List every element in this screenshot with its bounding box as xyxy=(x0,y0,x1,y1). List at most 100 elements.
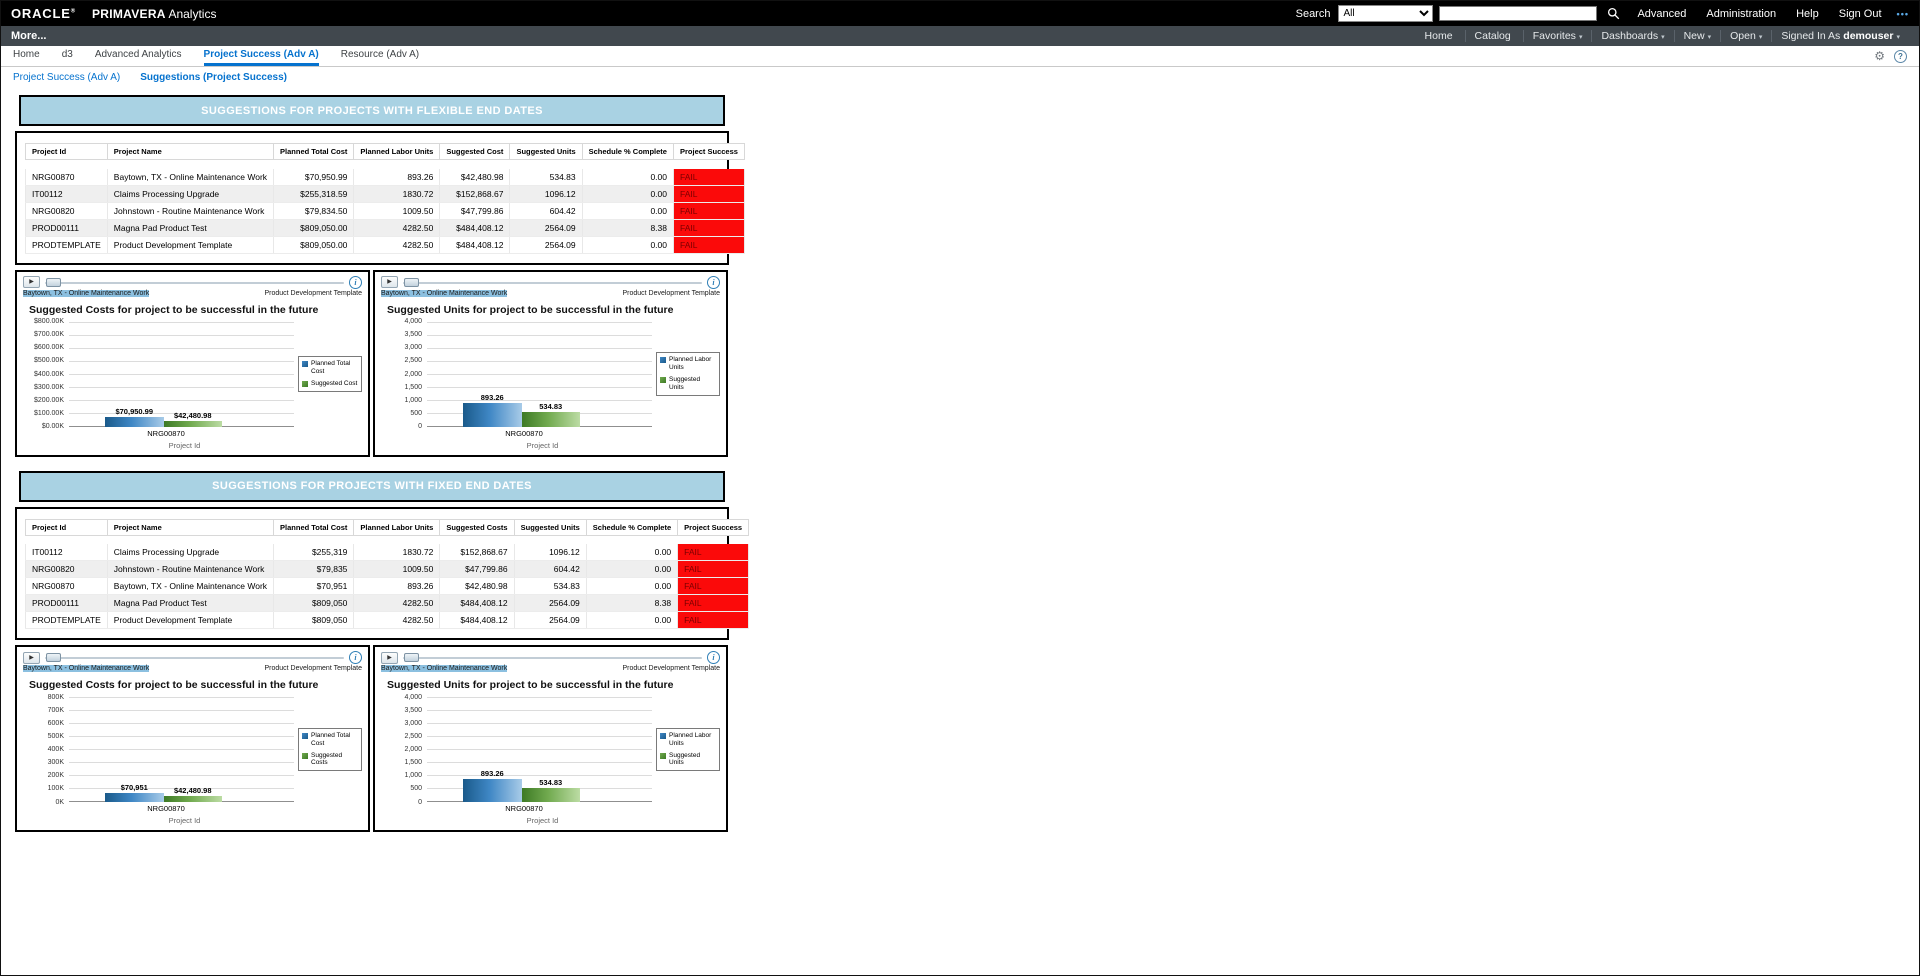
gridline xyxy=(69,412,294,414)
gridline xyxy=(427,386,652,388)
cell-project-name: Claims Processing Upgrade xyxy=(106,544,275,561)
search-icon[interactable] xyxy=(1607,7,1620,20)
page-bar: More... Home Catalog Favorites ▾ Dashboar… xyxy=(1,26,1919,46)
col-planned-labor-units[interactable]: Planned Labor Units xyxy=(353,518,441,536)
help-link[interactable]: Help xyxy=(1796,7,1819,20)
user-menu[interactable]: Signed In As demouser ▾ xyxy=(1771,30,1909,42)
play-button[interactable]: ▶ xyxy=(381,651,398,664)
cell-project-success-status: FAIL xyxy=(677,577,750,595)
nav-favorites[interactable]: Favorites ▾ xyxy=(1522,30,1592,42)
gear-icon[interactable]: ⚙ xyxy=(1874,49,1885,63)
link-project-success[interactable]: Project Success (Adv A) xyxy=(13,72,121,83)
gridline xyxy=(69,360,294,362)
advanced-link[interactable]: Advanced xyxy=(1637,7,1687,20)
nav-home[interactable]: Home xyxy=(1424,30,1453,42)
bar-suggested-costs[interactable] xyxy=(163,796,222,802)
info-icon[interactable]: i xyxy=(707,275,720,289)
cell-project-success-status: FAIL xyxy=(677,544,750,561)
gridline xyxy=(69,723,294,724)
info-icon[interactable]: i xyxy=(349,651,362,664)
col-project-id[interactable]: Project Id xyxy=(25,518,108,536)
info-icon[interactable]: i xyxy=(349,275,362,289)
time-slider[interactable] xyxy=(45,653,344,662)
cell-suggested-costs: $484,408.12 xyxy=(439,594,515,612)
time-slider[interactable] xyxy=(403,277,702,287)
legend-item: Suggested Cost xyxy=(302,380,358,388)
nav-catalog[interactable]: Catalog xyxy=(1464,30,1523,42)
col-project-success[interactable]: Project Success xyxy=(672,143,745,160)
col-project-success[interactable]: Project Success xyxy=(677,518,750,536)
col-suggested-units[interactable]: Suggested Units xyxy=(513,518,587,536)
search-scope-select[interactable]: All xyxy=(1338,5,1434,22)
gridline xyxy=(69,399,294,401)
cell-project-name: Baytown, TX - Online Maintenance Work xyxy=(106,168,275,186)
cell-suggested-units: 604.42 xyxy=(509,202,583,220)
bar-suggested-units[interactable] xyxy=(521,787,580,802)
col-schedule-pct-complete[interactable]: Schedule % Complete xyxy=(585,518,679,536)
col-planned-total-cost[interactable]: Planned Total Cost xyxy=(273,518,355,536)
global-header: ORACLE® PRIMAVERA Analytics Search All A… xyxy=(1,1,1919,26)
tab-home[interactable]: Home xyxy=(13,49,40,60)
overflow-menu-icon[interactable]: ••• xyxy=(1896,8,1909,19)
time-slider[interactable] xyxy=(403,653,702,662)
nav-new[interactable]: New ▾ xyxy=(1673,30,1721,42)
bar-planned-labor-units[interactable] xyxy=(463,403,522,427)
chart-title: Suggested Costs for project to be succes… xyxy=(29,679,319,691)
slider-end-label: Product Development Template xyxy=(622,665,720,672)
bar-suggested-units[interactable] xyxy=(521,412,580,427)
slider-handle[interactable] xyxy=(404,277,419,287)
nav-open[interactable]: Open ▾ xyxy=(1720,30,1771,42)
bar-planned-labor-units[interactable] xyxy=(463,778,522,802)
col-project-name[interactable]: Project Name xyxy=(106,143,275,160)
help-icon[interactable]: ? xyxy=(1894,49,1907,63)
cell-schedule-pct: 0.00 xyxy=(585,577,679,595)
bar-suggested-cost[interactable] xyxy=(163,420,222,427)
legend: Planned Labor Units Suggested Units xyxy=(656,727,720,772)
cell-schedule-pct: 0.00 xyxy=(581,202,674,220)
col-suggested-units[interactable]: Suggested Units xyxy=(509,143,583,160)
play-button[interactable]: ▶ xyxy=(381,276,398,288)
slider-end-label: Product Development Template xyxy=(264,665,362,672)
legend: Planned Labor Units Suggested Units xyxy=(656,352,720,396)
col-planned-total-cost[interactable]: Planned Total Cost xyxy=(273,143,355,160)
legend-label: Suggested Units xyxy=(669,751,701,767)
bar-planned-total-cost[interactable] xyxy=(105,417,164,427)
cell-project-name: Johnstown - Routine Maintenance Work xyxy=(106,202,275,220)
dashboard-content: SUGGESTIONS FOR PROJECTS WITH FLEXIBLE E… xyxy=(1,87,750,832)
time-slider[interactable] xyxy=(45,277,344,287)
search-input[interactable] xyxy=(1439,6,1598,21)
tab-d3[interactable]: d3 xyxy=(61,49,73,60)
cell-schedule-pct: 0.00 xyxy=(585,611,679,629)
slider-start-label: Baytown, TX - Online Maintenance Work xyxy=(23,665,150,672)
play-button[interactable]: ▶ xyxy=(23,651,40,664)
cell-project-success-status: FAIL xyxy=(672,168,745,186)
nav-dashboards[interactable]: Dashboards ▾ xyxy=(1591,30,1673,42)
col-suggested-cost[interactable]: Suggested Cost xyxy=(439,143,511,160)
slider-handle[interactable] xyxy=(46,653,61,662)
legend-label: Planned Labor Units xyxy=(669,731,712,747)
link-suggestions-current[interactable]: Suggestions (Project Success) xyxy=(140,72,287,83)
col-project-name[interactable]: Project Name xyxy=(106,518,275,536)
gridline xyxy=(427,736,652,737)
sign-out-link[interactable]: Sign Out xyxy=(1838,7,1882,20)
tab-resource-adv-a[interactable]: Resource (Adv A) xyxy=(340,49,420,60)
slider-handle[interactable] xyxy=(404,653,419,662)
cell-project-success-status: FAIL xyxy=(672,202,745,220)
cell-suggested-units: 1096.12 xyxy=(513,544,587,561)
bar-planned-total-cost[interactable] xyxy=(105,792,164,802)
cell-suggested-units: 534.83 xyxy=(513,577,587,595)
administration-link[interactable]: Administration xyxy=(1706,7,1777,20)
play-button[interactable]: ▶ xyxy=(23,276,40,288)
col-schedule-pct-complete[interactable]: Schedule % Complete xyxy=(581,143,674,160)
slider-handle[interactable] xyxy=(46,277,61,287)
legend-label: Suggested Units xyxy=(669,376,701,391)
table-row: IT00112 Claims Processing Upgrade $255,3… xyxy=(25,544,750,561)
col-project-id[interactable]: Project Id xyxy=(25,143,108,160)
cell-project-id: IT00112 xyxy=(25,544,108,561)
legend-swatch-green xyxy=(660,377,666,383)
tab-advanced-analytics[interactable]: Advanced Analytics xyxy=(94,49,182,60)
col-planned-labor-units[interactable]: Planned Labor Units xyxy=(353,143,441,160)
col-suggested-costs[interactable]: Suggested Costs xyxy=(439,518,515,536)
info-icon[interactable]: i xyxy=(707,651,720,664)
tab-project-success-adv-a[interactable]: Project Success (Adv A) xyxy=(203,46,319,66)
